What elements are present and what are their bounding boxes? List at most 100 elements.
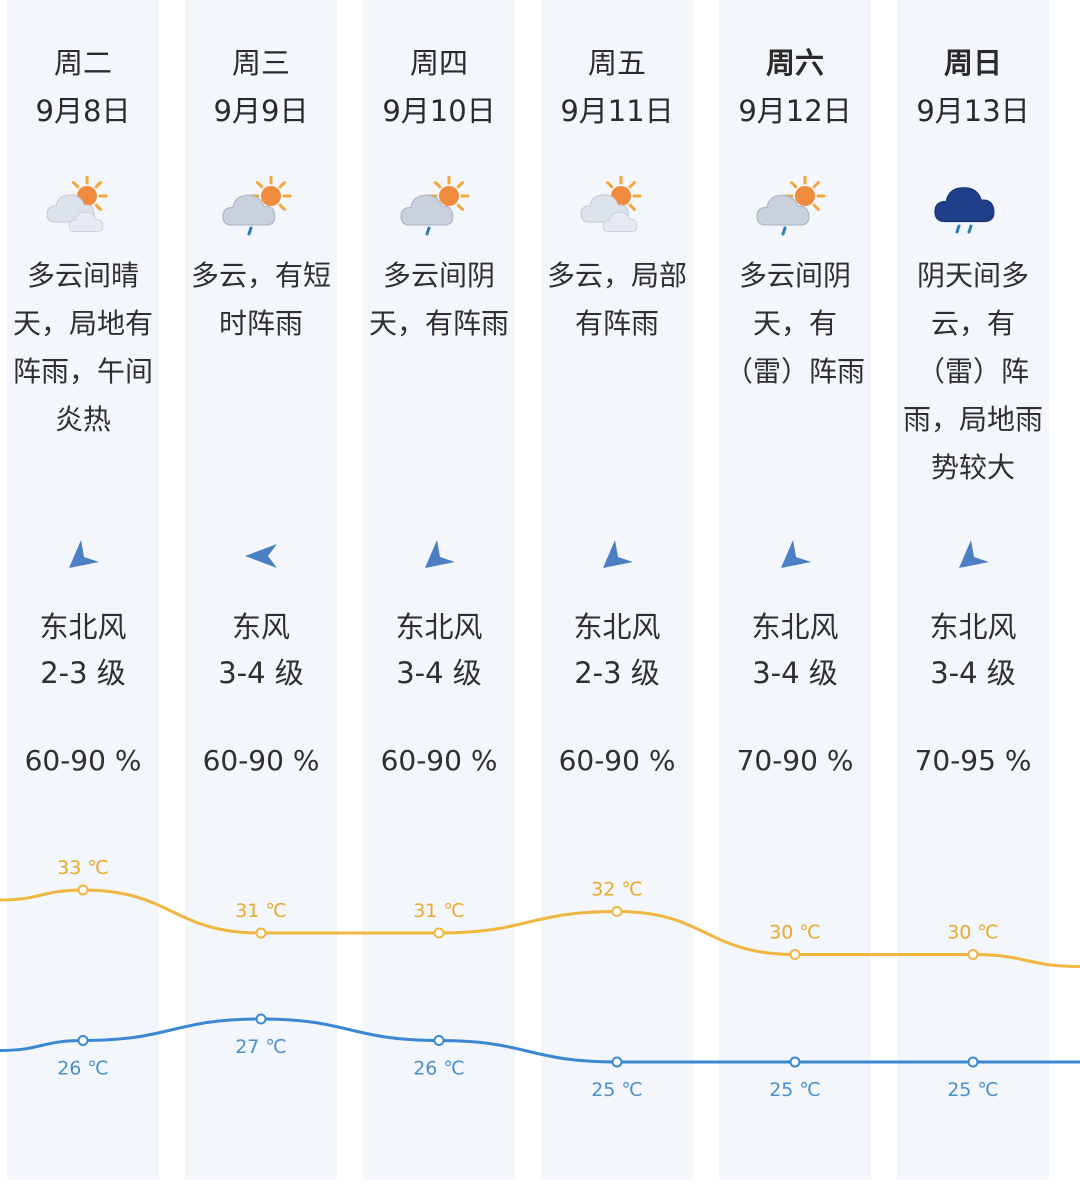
high-temp-point [789, 949, 801, 960]
description-line: 多云间阴 [738, 259, 851, 292]
partly-cloudy-icon [580, 176, 642, 232]
weekday-label: 周五 [587, 46, 646, 80]
wind-direction-label: 东北风 [39, 610, 127, 644]
description-line: 天，有 [752, 307, 837, 340]
date-label: 9月8日 [35, 94, 131, 128]
high-temp-point [255, 927, 267, 939]
cloud-icon [756, 194, 810, 226]
date-label: 9月11日 [560, 94, 674, 128]
cloud-icon [602, 211, 638, 232]
raindrop-icon [425, 226, 431, 236]
day-column: 周三 9月9日 多云，有短 时阵雨 东风 3-4 级 60-90 % [185, 0, 337, 1180]
wind-arrow [959, 540, 989, 568]
weather-description: 阴天间多云，有 （雷）阵雨，局地雨势较大 [899, 252, 1047, 492]
description-line: 时阵雨 [218, 307, 303, 340]
dark-cloud-rain-icon [934, 187, 995, 234]
description-line: 雨，局地雨 [902, 403, 1043, 436]
description-line: 势较大 [930, 451, 1015, 484]
date-label: 9月10日 [382, 94, 496, 128]
weather-description: 多云间阴天，有 （雷）阵雨 [721, 252, 869, 396]
wind-direction-label: 东北风 [395, 610, 483, 644]
description-line: 云，有 [930, 307, 1015, 340]
description-line: 天，有阵雨 [368, 307, 509, 340]
low-temp-label: 25 ℃ [947, 1079, 999, 1101]
weekday-label: 周日 [943, 46, 1002, 80]
wind-arrow [603, 540, 633, 568]
humidity-label: 60-90 % [558, 744, 676, 777]
cloud-icon [68, 211, 104, 232]
day-column: 周六 9月12日 多云间阴 天，有 （雷）阵雨 东北风 3-4 级 70-90 % [719, 0, 871, 1180]
wind-direction-arrow-icon [425, 540, 455, 568]
cloud-icon [934, 187, 995, 223]
weekday-label: 周三 [231, 46, 290, 80]
wind-direction-label: 东北风 [929, 610, 1017, 644]
description-line: 炎热 [54, 403, 111, 436]
wind-level-label: 3-4 级 [218, 656, 304, 690]
high-temp-point [77, 884, 89, 896]
humidity-label: 70-90 % [736, 744, 854, 777]
low-temp-label: 25 ℃ [769, 1079, 821, 1101]
date-label: 9月13日 [916, 94, 1030, 128]
day-column: 周日 9月13日阴天间多云，有 （雷）阵雨，局地雨势较大东北风 3-4 级 70-95 … [897, 0, 1049, 1180]
wind-level-label: 2-3 级 [574, 656, 660, 690]
cloud-icon [400, 194, 454, 226]
low-temp-point [255, 1013, 267, 1025]
date-label: 9月12日 [738, 94, 852, 128]
wind-direction-label: 东风 [231, 610, 290, 644]
humidity-label: 60-90 % [24, 744, 142, 777]
high-temp-label: 30 ℃ [769, 922, 821, 944]
weather-description: 多云，有短时阵雨 [187, 252, 335, 348]
raindrop-icon [781, 226, 787, 236]
wind-direction-arrow-icon [69, 540, 99, 568]
high-temp-point [433, 927, 445, 939]
description-line: 阴天间多 [916, 259, 1029, 292]
high-temp-label: 31 ℃ [235, 900, 287, 922]
description-line: 多云间阴 [382, 259, 495, 292]
wind-arrow [781, 540, 811, 568]
wind-level-label: 2-3 级 [40, 656, 126, 690]
low-temp-label: 25 ℃ [591, 1079, 643, 1101]
wind-level-label: 3-4 级 [930, 656, 1016, 690]
description-line: 有阵雨 [574, 307, 659, 340]
wind-arrow [69, 540, 99, 568]
weekday-label: 周二 [53, 46, 112, 80]
description-line: 多云，局部 [546, 259, 687, 292]
description-line: 天，局地有 [12, 307, 153, 340]
wind-direction-arrow-icon [781, 540, 811, 568]
wind-direction-arrow-icon [959, 540, 989, 568]
raindrop-icon [247, 226, 253, 236]
high-temp-point [611, 906, 623, 917]
wind-arrow [245, 544, 277, 568]
low-temp-line [0, 1017, 1080, 1064]
low-temp-label: 27 ℃ [235, 1036, 287, 1058]
raindrop-icon [955, 224, 973, 234]
low-temp-point [967, 1056, 979, 1068]
low-temp-point [789, 1056, 801, 1068]
weather-description: 多云间阴天，有阵雨 [365, 252, 513, 348]
low-temp-label: 26 ℃ [413, 1058, 465, 1080]
date-label: 9月9日 [213, 94, 309, 128]
cloud-sun-rain-icon [400, 176, 470, 236]
partly-cloudy-icon [46, 176, 108, 232]
description-line: （雷）阵 [916, 355, 1029, 388]
description-line: （雷）阵雨 [724, 355, 865, 388]
description-line: 多云间晴 [26, 259, 139, 292]
wind-arrow [425, 540, 455, 568]
high-temp-label: 31 ℃ [413, 900, 465, 922]
day-column: 周二 9月8日多云间晴天，局地有阵雨，午间炎热东北风 2-3 级 60-90 % [7, 0, 159, 1180]
humidity-label: 70-95 % [914, 744, 1032, 777]
cloud-sun-rain-icon [222, 176, 292, 236]
day-column: 周四 9月10日 多云间阴 天，有阵雨 东北风 3-4 级 60-90 % [363, 0, 515, 1180]
high-temp-label: 30 ℃ [947, 922, 999, 944]
description-line: 多云，有短 [190, 259, 331, 292]
low-temp-point [611, 1056, 623, 1068]
weekday-label: 周六 [765, 46, 824, 80]
high-temp-label: 33 ℃ [57, 857, 109, 879]
cloud-icon [222, 194, 276, 226]
weekday-label: 周四 [409, 46, 468, 80]
high-temp-line [0, 888, 1080, 968]
low-temp-point [433, 1035, 445, 1046]
description-line: 阵雨，午间 [12, 355, 153, 388]
